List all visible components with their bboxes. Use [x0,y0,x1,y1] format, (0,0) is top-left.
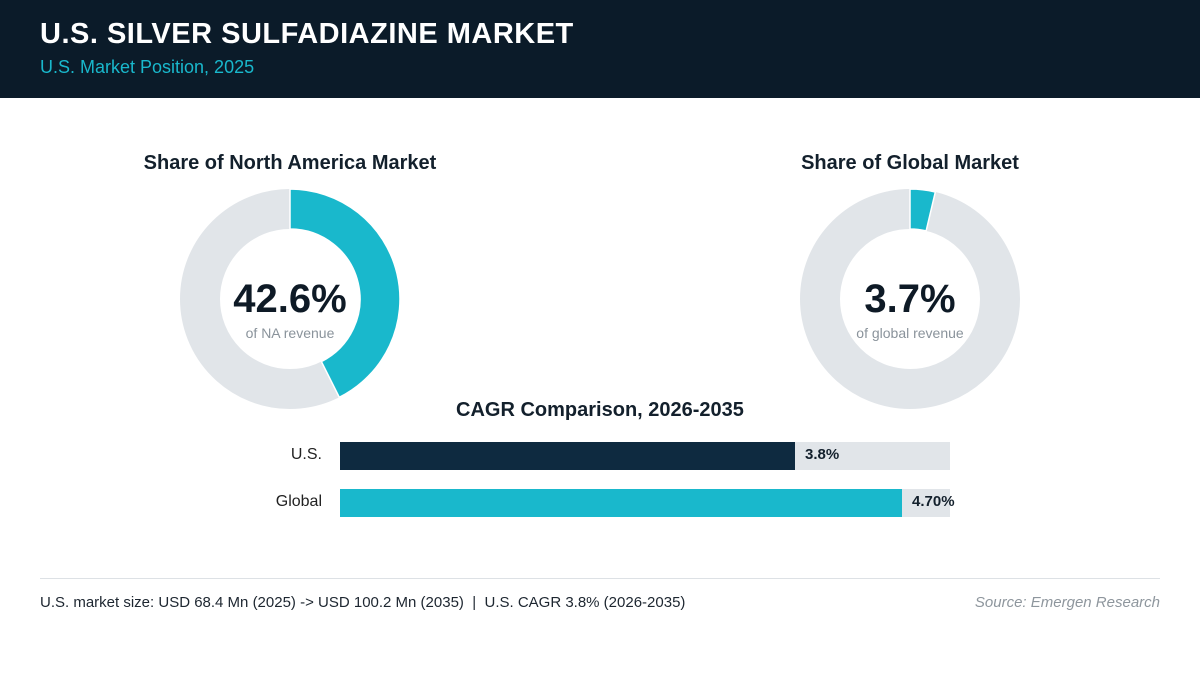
na-share-title: Share of North America Market [143,152,437,174]
global-share-caption: of global revenue [856,325,964,341]
bar-label-global: Global [275,493,322,510]
bar-row-us: U.S. 3.8% [0,442,1200,470]
global-share-title: Share of Global Market [801,152,1019,174]
bar-label-us: U.S. [290,446,322,463]
bar-track-global [340,489,950,517]
bar-track-us [340,442,950,470]
header-banner: U.S. SILVER SULFADIAZINE MARKET U.S. Mar… [0,0,1200,98]
bar-global [340,489,902,517]
bar-value-global: 4.70% [912,493,955,510]
footer-note: U.S. market size: USD 68.4 Mn (2025) -> … [40,594,686,611]
na-share-slice [289,188,401,399]
page-title: U.S. SILVER SULFADIAZINE MARKET [40,18,574,50]
global-share-value: 3.7% [864,277,956,321]
cagr-chart-title: CAGR Comparison, 2026-2035 [456,399,744,421]
global-share-slice [909,188,937,232]
page-subtitle: U.S. Market Position, 2025 [40,57,255,77]
global-share-donut [800,188,1020,409]
bar-row-global: Global 4.70% [0,489,1200,517]
footer-divider [40,578,1160,579]
na-share-caption: of NA revenue [245,325,335,341]
bar-us [340,442,795,470]
bar-value-us: 3.8% [805,446,840,463]
na-share-value: 42.6% [233,277,347,321]
na-share-donut [180,188,401,409]
source-credit: Source: Emergen Research [974,594,1160,611]
